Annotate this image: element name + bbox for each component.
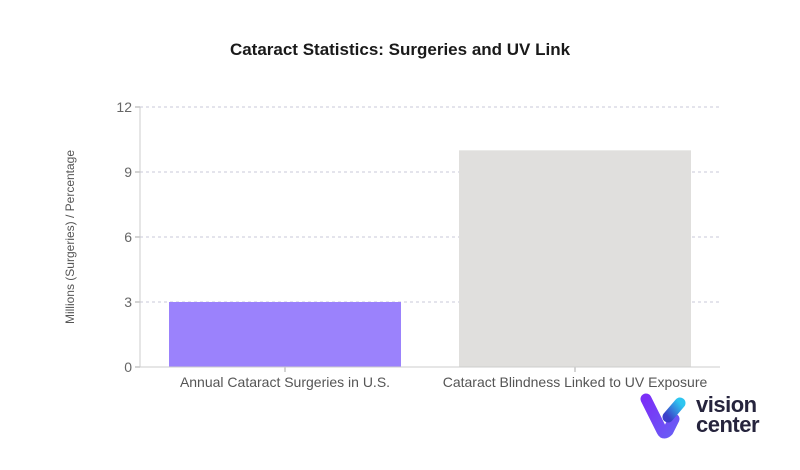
bar: [169, 302, 401, 367]
logo-text-line2: center: [696, 412, 760, 437]
vision-center-logo: vision center: [640, 393, 785, 441]
y-tick-label: 0: [124, 359, 132, 375]
y-tick-label: 12: [116, 99, 132, 115]
x-tick-label: Annual Cataract Surgeries in U.S.: [180, 374, 390, 390]
y-tick-label: 3: [124, 294, 132, 310]
logo-text-line1: vision: [696, 392, 757, 417]
y-tick-label: 9: [124, 164, 132, 180]
logo-v-icon: [640, 393, 686, 439]
x-tick-label: Cataract Blindness Linked to UV Exposure: [443, 374, 708, 390]
bar: [459, 150, 691, 367]
y-tick-label: 6: [124, 229, 132, 245]
chart-title: Cataract Statistics: Surgeries and UV Li…: [229, 40, 571, 59]
